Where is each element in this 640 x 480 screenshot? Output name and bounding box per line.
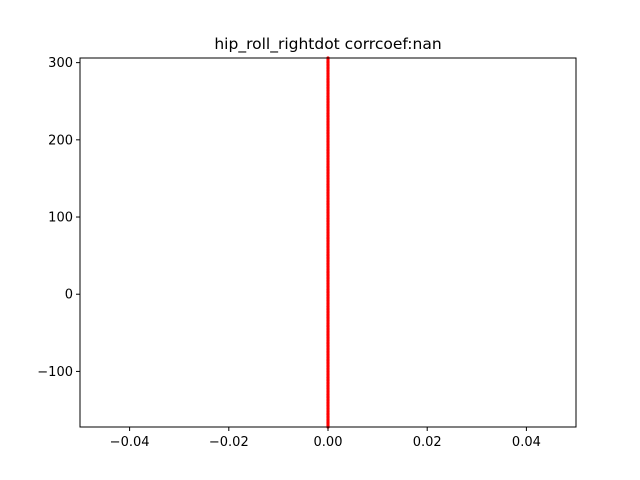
y-tick-label: 100 [48,211,73,226]
x-tick-label: −0.04 [110,435,150,450]
x-tick-label: 0.02 [413,435,442,450]
x-axis: −0.04 −0.02 0.00 0.02 0.04 [110,427,541,450]
y-axis: −100 0 100 200 300 [37,56,80,380]
y-tick-label: 0 [65,288,73,303]
y-tick-label: 200 [48,133,73,148]
y-tick-label: 300 [48,56,73,71]
chart-title: hip_roll_rightdot corrcoef:nan [214,35,441,54]
x-tick-label: 0.04 [512,435,541,450]
data-marks [326,56,330,429]
y-tick-label: −100 [37,365,73,380]
x-tick-label: 0.00 [314,435,343,450]
x-tick-label: −0.02 [209,435,249,450]
